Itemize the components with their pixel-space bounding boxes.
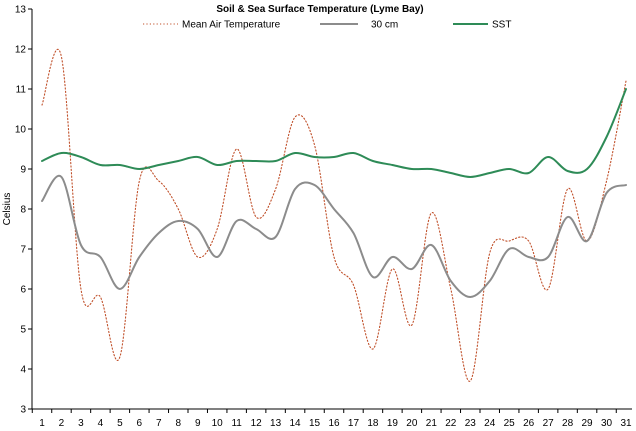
x-tick-label: 4 xyxy=(98,418,104,429)
legend-label-mean-air-temperature: Mean Air Temperature xyxy=(182,20,281,31)
x-tick-label: 6 xyxy=(137,418,143,429)
y-tick-label: 8 xyxy=(20,205,26,216)
chart-title: Soil & Sea Surface Temperature (Lyme Bay… xyxy=(216,4,423,15)
x-tick-label: 25 xyxy=(504,418,516,429)
x-tick-label: 17 xyxy=(348,418,360,429)
y-tick-label: 10 xyxy=(15,125,27,136)
y-tick-label: 9 xyxy=(20,165,26,176)
y-axis-label: Celsius xyxy=(2,193,13,226)
x-tick-label: 26 xyxy=(523,418,535,429)
x-tick-label: 16 xyxy=(328,418,340,429)
y-tick-label: 4 xyxy=(20,365,26,376)
x-tick-label: 28 xyxy=(562,418,574,429)
x-tick-label: 22 xyxy=(445,418,457,429)
y-tick-label: 6 xyxy=(20,285,26,296)
x-tick-label: 12 xyxy=(251,418,263,429)
x-tick-label: 1 xyxy=(39,418,45,429)
x-tick-label: 29 xyxy=(582,418,594,429)
legend-label-30-cm: 30 cm xyxy=(371,20,398,31)
x-tick-label: 18 xyxy=(367,418,379,429)
x-tick-label: 8 xyxy=(175,418,181,429)
x-tick-label: 24 xyxy=(484,418,496,429)
legend: Mean Air Temperature 30 cm SST xyxy=(143,20,511,31)
x-tick-label: 23 xyxy=(465,418,477,429)
y-tick-label: 12 xyxy=(15,45,27,56)
x-tick-label: 13 xyxy=(270,418,282,429)
y-tick-label: 7 xyxy=(20,245,26,256)
x-tick-label: 15 xyxy=(309,418,321,429)
legend-label-sst: SST xyxy=(492,20,511,31)
y-tick-label: 3 xyxy=(20,405,26,416)
x-tick-label: 31 xyxy=(620,418,632,429)
x-tick-label: 21 xyxy=(426,418,438,429)
y-tick-label: 13 xyxy=(15,5,27,16)
x-tick-label: 9 xyxy=(195,418,201,429)
x-tick-label: 10 xyxy=(212,418,224,429)
x-tick-label: 20 xyxy=(406,418,418,429)
series-line-30-cm xyxy=(41,174,627,298)
x-tick-label: 19 xyxy=(387,418,399,429)
x-tick-label: 30 xyxy=(601,418,613,429)
x-tick-label: 3 xyxy=(78,418,84,429)
x-tick-label: 5 xyxy=(117,418,123,429)
series-line-mean-air-temperature xyxy=(41,48,627,382)
series-line-sst xyxy=(41,88,627,178)
y-tick-label: 11 xyxy=(16,85,27,96)
y-tick-label: 5 xyxy=(20,325,26,336)
x-tick-label: 27 xyxy=(543,418,555,429)
x-tick-label: 2 xyxy=(59,418,65,429)
x-tick-label: 11 xyxy=(231,418,242,429)
x-tick-label: 14 xyxy=(290,418,302,429)
x-tick-label: 7 xyxy=(156,418,162,429)
series-layer xyxy=(41,48,627,382)
